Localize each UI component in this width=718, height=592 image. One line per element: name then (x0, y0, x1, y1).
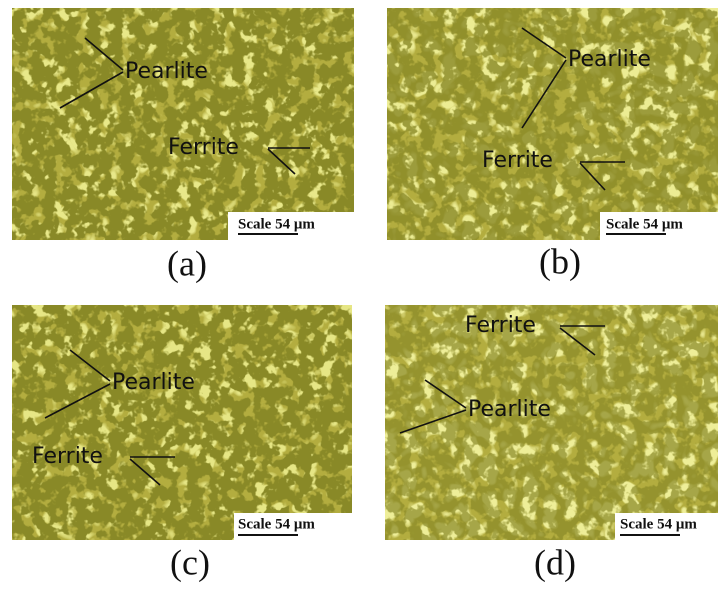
annotation: Pearlite (125, 59, 208, 84)
annotation: Pearlite (112, 370, 195, 395)
micrograph (385, 305, 718, 540)
micrograph (12, 8, 354, 240)
annotation: Ferrite (482, 148, 553, 173)
annotation: Ferrite (465, 313, 536, 338)
scale-label: Scale 54 μm (238, 516, 315, 532)
scale-label: Scale 54 μm (606, 216, 683, 232)
annotation: Pearlite (568, 47, 651, 72)
scale-label: Scale 54 μm (620, 516, 697, 532)
annotation: Ferrite (168, 135, 239, 160)
annotation: Ferrite (32, 444, 103, 469)
caption: (b) (539, 241, 581, 281)
micrograph (387, 8, 718, 240)
micrograph (12, 305, 352, 540)
caption: (a) (167, 243, 207, 283)
annotation: Pearlite (468, 397, 551, 422)
scale-label: Scale 54 μm (238, 216, 315, 232)
caption: (d) (534, 542, 576, 582)
figure: Pearlite Ferrite Pearlite Ferrite Pearli… (0, 0, 718, 587)
caption: (c) (170, 542, 210, 582)
